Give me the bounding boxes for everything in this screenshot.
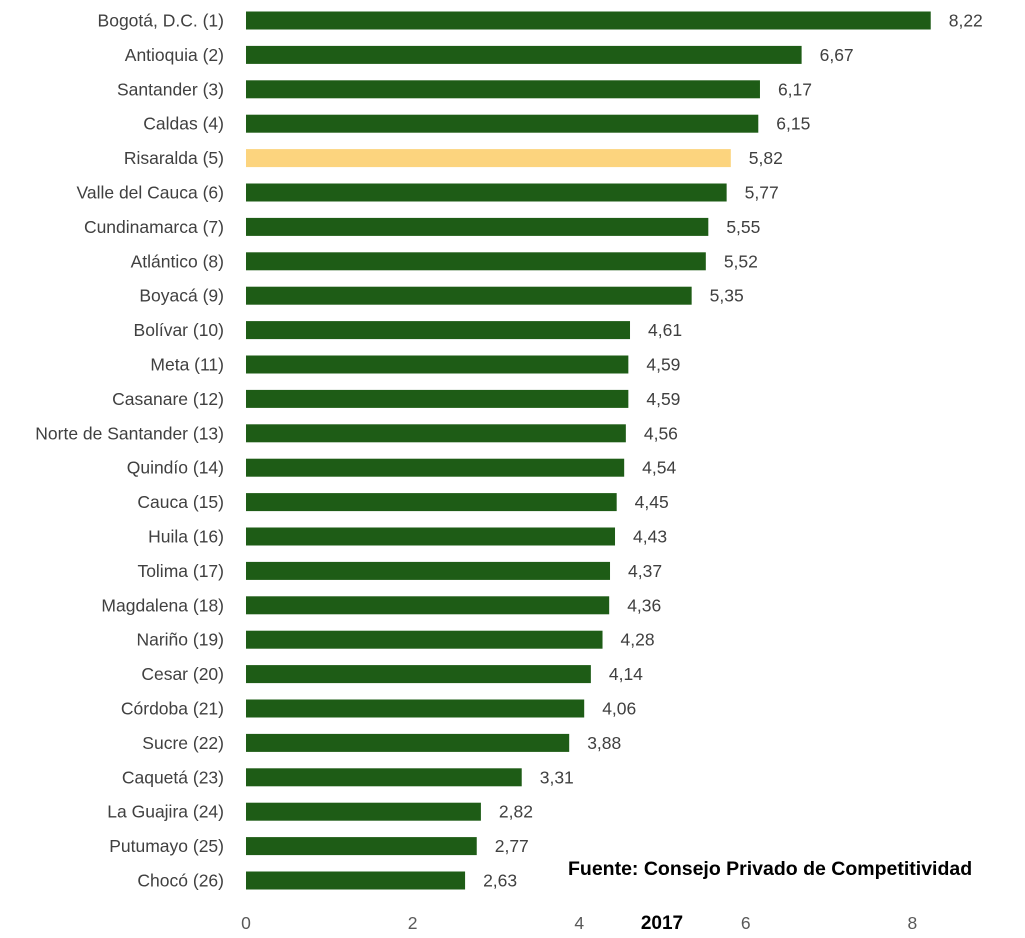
- bar: [246, 493, 617, 512]
- x-tick-label: 8: [908, 913, 918, 933]
- category-label: Antioquia (2): [125, 45, 224, 65]
- bar: [246, 527, 616, 546]
- x-tick-label: 6: [741, 913, 751, 933]
- value-label: 4,14: [609, 664, 643, 684]
- value-label: 6,67: [820, 45, 854, 65]
- x-tick-label: 2: [408, 913, 418, 933]
- category-label: Putumayo (25): [109, 836, 224, 856]
- category-label: Casanare (12): [112, 389, 224, 409]
- category-label: Cauca (15): [137, 492, 224, 512]
- value-label: 5,82: [749, 148, 783, 168]
- category-label: Santander (3): [117, 79, 224, 99]
- bar: [246, 389, 629, 408]
- bar: [246, 424, 626, 443]
- x-axis-tick-labels: 0 2 4 6 8: [241, 913, 917, 933]
- bar: [246, 458, 625, 477]
- bar: [246, 183, 727, 202]
- bar: [246, 355, 629, 374]
- category-label: Caldas (4): [143, 114, 224, 134]
- category-label: Bogotá, D.C. (1): [98, 11, 224, 31]
- x-axis-title: 2017: [641, 913, 683, 934]
- bar: [246, 699, 585, 718]
- value-label: 4,54: [642, 458, 676, 478]
- bar-highlight: [246, 149, 731, 168]
- value-label: 2,77: [495, 836, 529, 856]
- value-label: 5,55: [726, 217, 760, 237]
- value-label: 4,28: [621, 630, 655, 650]
- category-label: Cundinamarca (7): [84, 217, 224, 237]
- bar: [246, 665, 591, 684]
- bar: [246, 802, 481, 821]
- category-label: Magdalena (18): [101, 595, 224, 615]
- value-label: 4,06: [602, 699, 636, 719]
- value-label: 4,45: [635, 492, 669, 512]
- bar: [246, 114, 759, 133]
- value-label: 2,63: [483, 871, 517, 891]
- value-label: 5,35: [710, 286, 744, 306]
- value-label: 3,88: [587, 733, 621, 753]
- category-label: Caquetá (23): [122, 767, 224, 787]
- bar: [246, 768, 522, 787]
- bars: [246, 11, 931, 890]
- bar: [246, 321, 631, 340]
- bar: [246, 252, 706, 271]
- category-label: Bolívar (10): [134, 320, 224, 340]
- bar: [246, 733, 570, 752]
- bar: [246, 630, 603, 649]
- category-label: Huila (16): [148, 527, 224, 547]
- value-label: 4,36: [627, 595, 661, 615]
- value-label: 4,56: [644, 423, 678, 443]
- category-label: Córdoba (21): [121, 699, 224, 719]
- category-label: Quindío (14): [127, 458, 224, 478]
- value-label: 8,22: [949, 11, 983, 31]
- value-label: 4,43: [633, 527, 667, 547]
- bar: [246, 80, 760, 99]
- value-label: 5,77: [745, 183, 779, 203]
- value-label: 6,17: [778, 79, 812, 99]
- category-label: Atlántico (8): [131, 251, 224, 271]
- bar: [246, 286, 692, 305]
- category-labels: Bogotá, D.C. (1) Antioquia (2) Santander (…: [35, 11, 224, 891]
- category-label: Risaralda (5): [124, 148, 224, 168]
- value-label: 4,37: [628, 561, 662, 581]
- value-label: 4,61: [648, 320, 682, 340]
- value-label: 2,82: [499, 802, 533, 822]
- bar: [246, 561, 611, 580]
- category-label: La Guajira (24): [107, 802, 224, 822]
- x-tick-label: 4: [574, 913, 584, 933]
- source-note: Fuente: Consejo Privado de Competitivida…: [568, 858, 973, 880]
- category-label: Norte de Santander (13): [35, 423, 224, 443]
- value-label: 5,52: [724, 251, 758, 271]
- bar: [246, 45, 802, 64]
- category-label: Cesar (20): [141, 664, 224, 684]
- bar: [246, 217, 709, 236]
- bar: [246, 11, 931, 30]
- bar: [246, 596, 610, 615]
- value-labels: 8,22 6,67 6,17 6,15 5,82 5,77 5,55 5,52 5,35 4,61…: [483, 11, 983, 891]
- bar: [246, 871, 466, 890]
- category-label: Chocó (26): [137, 871, 224, 891]
- category-label: Boyacá (9): [139, 286, 224, 306]
- x-tick-label: 0: [241, 913, 251, 933]
- value-label: 6,15: [776, 114, 810, 134]
- category-label: Meta (11): [150, 355, 224, 375]
- bar: [246, 837, 477, 856]
- category-label: Sucre (22): [142, 733, 224, 753]
- category-label: Nariño (19): [136, 630, 224, 650]
- value-label: 4,59: [646, 389, 680, 409]
- category-label: Valle del Cauca (6): [76, 183, 224, 203]
- value-label: 3,31: [540, 767, 574, 787]
- value-label: 4,59: [646, 355, 680, 375]
- category-label: Tolima (17): [137, 561, 224, 581]
